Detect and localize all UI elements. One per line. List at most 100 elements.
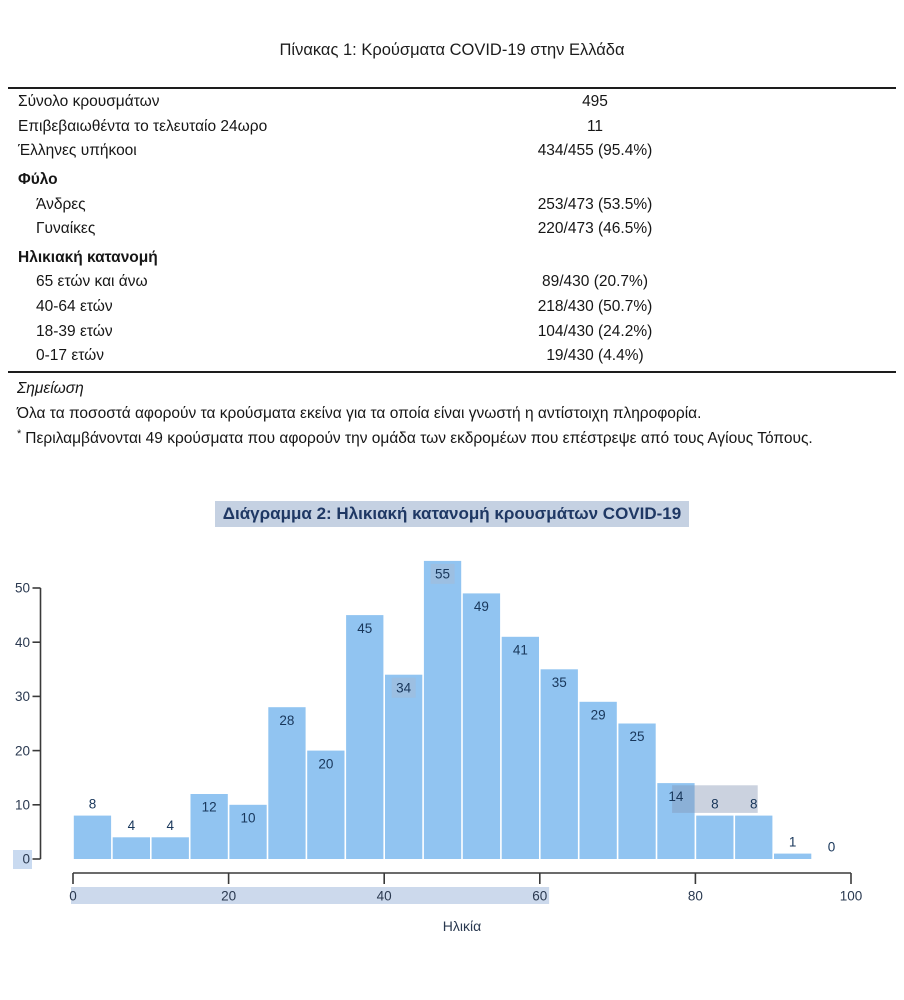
histogram-bar[interactable]: [268, 707, 306, 859]
x-tick-label: 0: [69, 889, 77, 904]
bar-value-label: 41: [513, 643, 528, 658]
histogram-bar[interactable]: [229, 804, 267, 859]
table-row: 65 ετών και άνω 89/430 (20.7%): [0, 270, 904, 295]
histogram-bar[interactable]: [423, 560, 462, 859]
bar-value-label: 20: [318, 756, 333, 771]
row-value: 89/430 (20.7%): [542, 273, 648, 291]
note-line-2-text: Περιλαμβάνονται 49 κρούσματα που αφορούν…: [25, 429, 813, 447]
row-value: 11: [586, 117, 604, 135]
histogram-bar[interactable]: [696, 815, 734, 859]
histogram-bar[interactable]: [579, 701, 617, 859]
x-axis-title: Ηλικία: [443, 918, 481, 934]
table-row: Επιβεβαιωθέντα το τελευταίο 24ωρο 11: [0, 115, 904, 140]
bar-value-label: 45: [357, 621, 372, 636]
row-label: Επιβεβαιωθέντα το τελευταίο 24ωρο: [18, 117, 268, 135]
bar-value-label: 25: [630, 729, 645, 744]
table-row: 0-17 ετών 19/430 (4.4%): [0, 344, 904, 369]
chart-title: Διάγραμμα 2: Ηλικιακή κατανομή κρουσμάτω…: [214, 501, 690, 527]
bar-value-label: 0: [828, 840, 836, 855]
bar-label-highlight: [391, 677, 416, 698]
y-tick-label: 50: [15, 581, 30, 596]
row-value: 220/473 (46.5%): [537, 220, 653, 238]
y-tick-label: 0: [22, 852, 30, 867]
histogram-bar[interactable]: [540, 669, 578, 859]
brush-selection[interactable]: [672, 785, 758, 813]
histogram-bar[interactable]: [618, 723, 656, 860]
bar-value-label: 10: [241, 811, 256, 826]
x-tick-label: 60: [532, 889, 547, 904]
row-label: 0-17 ετών: [36, 347, 104, 365]
bar-value-label: 14: [668, 789, 684, 804]
x-tick-label: 40: [377, 889, 392, 904]
histogram-bar[interactable]: [73, 815, 112, 859]
bar-value-label: 4: [128, 818, 136, 833]
histogram-bar[interactable]: [307, 750, 345, 859]
x-tick-label: 100: [840, 889, 863, 904]
row-value: 218/430 (50.7%): [537, 298, 653, 316]
table-row: Φύλο: [0, 168, 904, 193]
row-value: 495: [582, 93, 608, 111]
histogram-bar[interactable]: [462, 593, 501, 859]
histogram-bar[interactable]: [735, 815, 773, 859]
bar-value-label: 34: [396, 680, 412, 695]
chart-title-wrap: Διάγραμμα 2: Ηλικιακή κατανομή κρουσμάτω…: [0, 501, 904, 527]
histogram-bar[interactable]: [190, 794, 228, 859]
bar-label-highlight: [430, 563, 455, 584]
y-tick-label: 20: [15, 743, 30, 758]
bar-value-label: 49: [474, 599, 489, 614]
row-value: 253/473 (53.5%): [537, 195, 653, 213]
bar-value-label: 28: [279, 713, 294, 728]
histogram-bar[interactable]: [385, 674, 423, 859]
bar-value-label: 29: [591, 708, 606, 723]
row-label: Ηλικιακή κατανομή: [18, 248, 158, 266]
histogram-bar[interactable]: [112, 837, 150, 859]
table-row: Έλληνες υπήκοοι 434/455 (95.4%): [0, 139, 904, 164]
bar-value-label: 8: [89, 796, 97, 811]
bar-value-label: 12: [202, 800, 217, 815]
bar-value-label: 35: [552, 675, 567, 690]
row-label: Γυναίκες: [36, 220, 96, 238]
x-tick-label: 80: [688, 889, 703, 904]
table-row: 40-64 ετών 218/430 (50.7%): [0, 295, 904, 320]
footnote-asterisk: *: [17, 427, 22, 440]
row-value: 19/430 (4.4%): [546, 347, 644, 365]
table-row: Σύνολο κρουσμάτων 495: [0, 90, 904, 115]
histogram-bar[interactable]: [151, 837, 189, 859]
table-row: Γυναίκες 220/473 (46.5%): [0, 217, 904, 242]
row-label: 40-64 ετών: [36, 298, 113, 316]
notes-block: Σημείωση Όλα τα ποσοστά αφορούν τα κρούσ…: [0, 376, 904, 451]
x-tick-label: 20: [221, 889, 236, 904]
histogram-bar[interactable]: [501, 636, 539, 859]
note-line-1: Όλα τα ποσοστά αφορούν τα κρούσματα εκεί…: [17, 404, 702, 422]
bar-value-label: 8: [711, 796, 719, 811]
table-top-rule: [8, 87, 896, 90]
row-value: 434/455 (95.4%): [537, 142, 653, 160]
row-label: Σύνολο κρουσμάτων: [18, 93, 160, 111]
notes-heading: Σημείωση: [17, 379, 84, 397]
row-label: 18-39 ετών: [36, 322, 113, 340]
y-tick-label: 30: [15, 689, 30, 704]
x-axis-selection-band: [71, 887, 550, 904]
bar-value-label: 55: [435, 567, 450, 582]
table-row: Ηλικιακή κατανομή: [0, 246, 904, 271]
row-label: Έλληνες υπήκοοι: [18, 142, 137, 160]
histogram-bar[interactable]: [774, 853, 812, 859]
row-label: Φύλο: [18, 171, 58, 189]
bar-value-label: 8: [750, 796, 758, 811]
y-tick-label: 10: [15, 798, 30, 813]
histogram-bar[interactable]: [346, 615, 384, 859]
row-label: 65 ετών και άνω: [36, 273, 148, 291]
row-value: 104/430 (24.2%): [537, 322, 653, 340]
table-bottom-rule: [8, 371, 896, 374]
row-label: Άνδρες: [36, 195, 86, 213]
y-zero-label-highlight: [13, 850, 32, 869]
bar-value-label: 1: [789, 834, 797, 849]
table-row: 18-39 ετών 104/430 (24.2%): [0, 319, 904, 344]
y-tick-label: 40: [15, 635, 30, 650]
note-line-2: * Περιλαμβάνονται 49 κρούσματα που αφορο…: [0, 426, 904, 451]
histogram-bar[interactable]: [657, 783, 695, 859]
stats-table: Σύνολο κρουσμάτων 495 Επιβεβαιωθέντα το τε…: [0, 90, 904, 369]
bar-value-label: 4: [166, 818, 174, 833]
table-title: Πίνακας 1: Κρούσματα COVID-19 στην Ελλάδ…: [279, 41, 625, 59]
